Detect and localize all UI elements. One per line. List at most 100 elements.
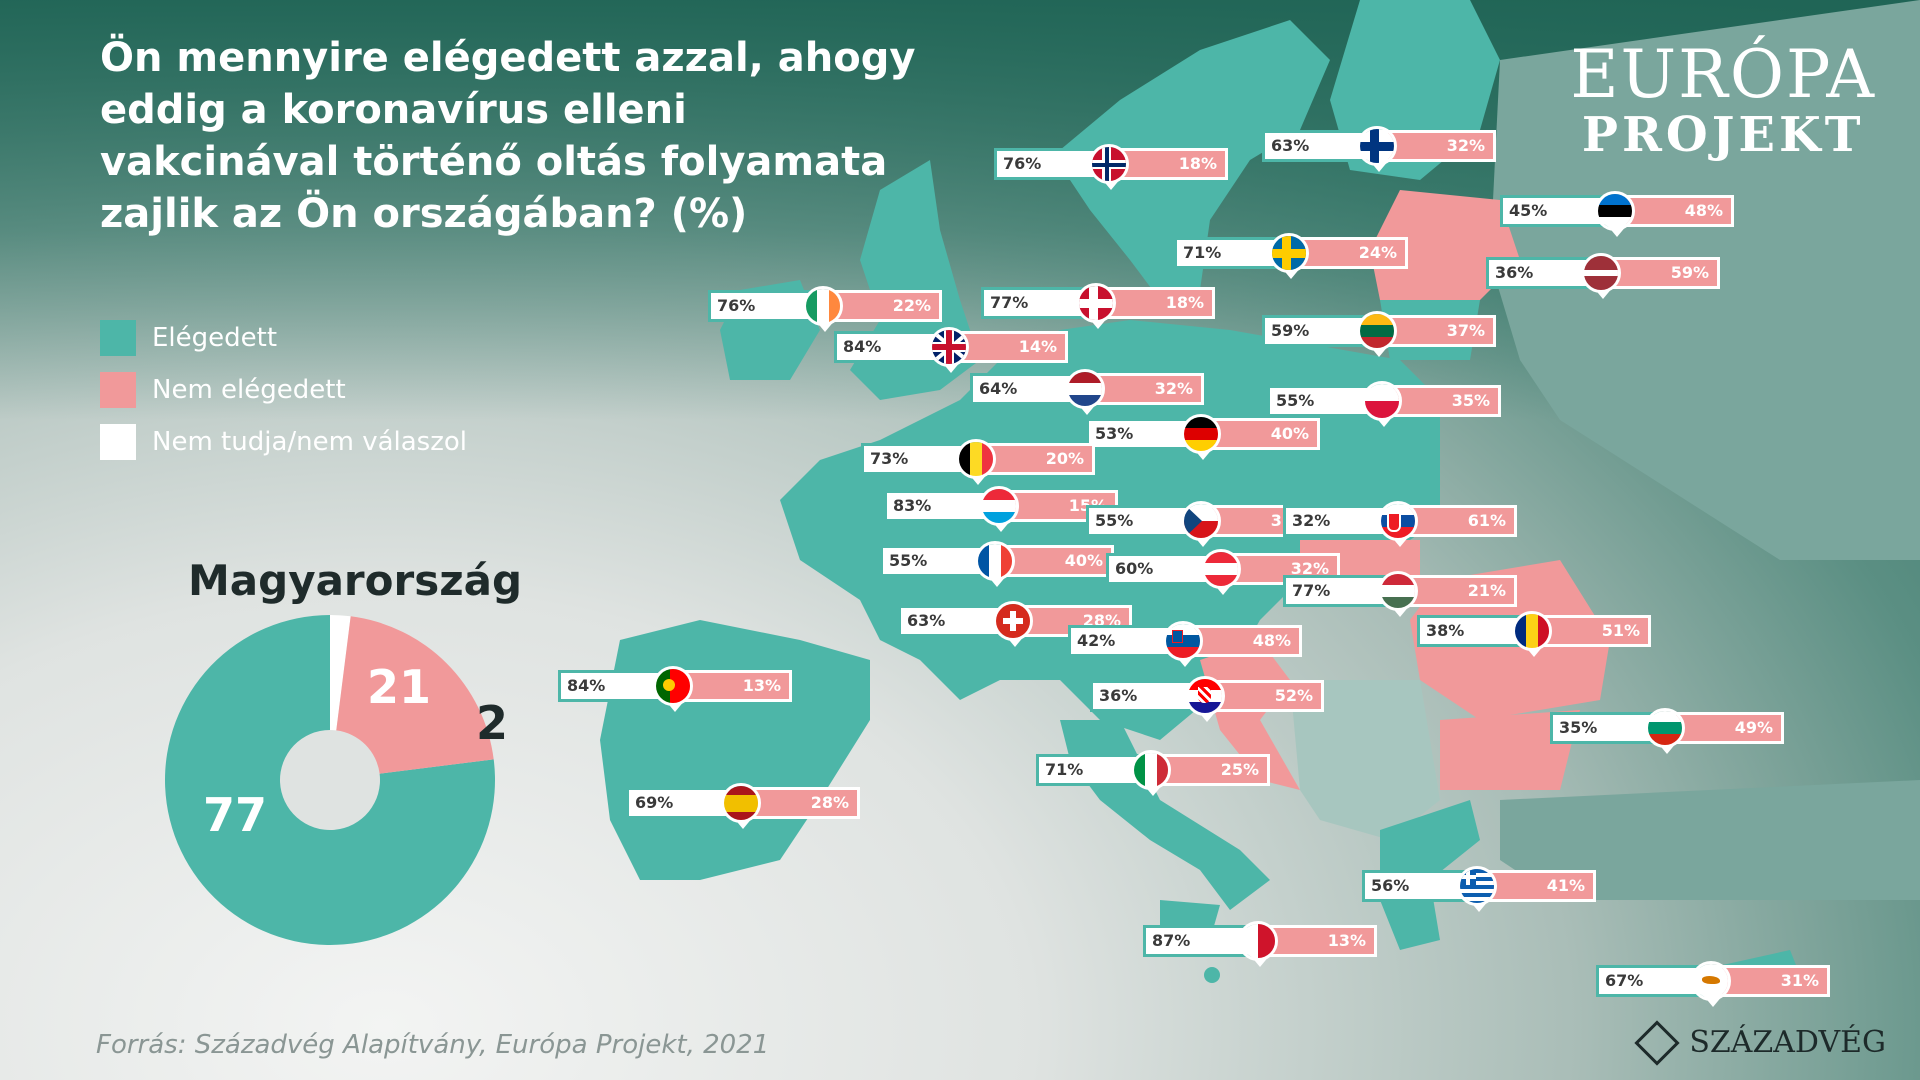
europa-projekt-logo: EURÓPA PROJEKT xyxy=(1570,36,1876,163)
not-satisfied-value: 14% xyxy=(952,331,1068,363)
country-badge-sweden: 71% 24% xyxy=(1174,233,1408,279)
finland-flag-icon xyxy=(1357,126,1397,166)
croatia-flag-icon xyxy=(1185,676,1225,716)
not-satisfied-value: 28% xyxy=(744,787,860,819)
bulgaria-flag-icon xyxy=(1645,708,1685,748)
country-badge-finland: 63% 32% xyxy=(1262,126,1496,172)
country-badge-netherlands: 64% 32% xyxy=(970,369,1204,415)
not-satisfied-value: 49% xyxy=(1668,712,1784,744)
uk-flag-icon xyxy=(929,327,969,367)
country-badge-france: 55% 40% xyxy=(880,541,1114,587)
legend-item-dont-know: Nem tudja/nem válaszol xyxy=(100,416,467,468)
italy-flag-icon xyxy=(1131,750,1171,790)
not-satisfied-value: 40% xyxy=(1204,418,1320,450)
not-satisfied-value: 22% xyxy=(826,290,942,322)
country-badge-latvia: 36% 59% xyxy=(1486,253,1720,299)
donut-slice-dont-know xyxy=(330,615,351,731)
not-satisfied-value: 40% xyxy=(998,545,1114,577)
hungary-flag-icon xyxy=(1378,571,1418,611)
portugal-flag-icon xyxy=(653,666,693,706)
not-satisfied-value: 24% xyxy=(1292,237,1408,269)
france-flag-icon xyxy=(975,541,1015,581)
cyprus-flag-icon xyxy=(1691,961,1731,1001)
hungary-title: Magyarország xyxy=(188,556,523,605)
hungary-label-satisfied: 77 xyxy=(203,788,268,842)
switzerland-flag-icon xyxy=(993,601,1033,641)
legend-item-not-satisfied: Nem elégedett xyxy=(100,364,467,416)
turkey-land xyxy=(1500,780,1920,900)
poland-flag-icon xyxy=(1362,381,1402,421)
country-badge-bulgaria: 35% 49% xyxy=(1550,708,1784,754)
country-badge-lithuania: 59% 37% xyxy=(1262,311,1496,357)
szazadveg-logo: SZÁZADVÉG xyxy=(1634,1019,1886,1066)
country-badge-norway: 76% 18% xyxy=(994,144,1228,190)
donut-slice-satisfied xyxy=(165,615,495,945)
austria-flag-icon xyxy=(1201,549,1241,589)
donut-hole xyxy=(280,730,380,830)
not-satisfied-value: 41% xyxy=(1480,870,1596,902)
ireland-flag-icon xyxy=(803,286,843,326)
logo-top-text: EURÓPA xyxy=(1570,36,1876,113)
country-badge-romania: 38% 51% xyxy=(1417,611,1651,657)
not-satisfied-value: 48% xyxy=(1186,625,1302,657)
luxembourg-flag-icon xyxy=(979,486,1019,526)
not-satisfied-value: 18% xyxy=(1099,287,1215,319)
country-badge-cyprus: 67% 31% xyxy=(1596,961,1830,1007)
logo-bottom-text: PROJEKT xyxy=(1581,107,1865,163)
balkans-land xyxy=(1290,680,1440,840)
not-satisfied-value: 21% xyxy=(1401,575,1517,607)
hungary-label-not-satisfied: 21 xyxy=(367,660,432,714)
hungary-label-dont-know: 2 xyxy=(476,696,509,750)
belgium-flag-icon xyxy=(956,439,996,479)
country-badge-luxembourg: 83%15% xyxy=(884,486,1118,532)
country-badge-slovakia: 32% 61% xyxy=(1283,501,1517,547)
not-satisfied-value: 18% xyxy=(1112,148,1228,180)
not-satisfied-value: 61% xyxy=(1401,505,1517,537)
source-note: Forrás: Századvég Alapítvány, Európa Pro… xyxy=(96,1030,770,1060)
not-satisfied-value: 32% xyxy=(1088,373,1204,405)
not-satisfied-value: 52% xyxy=(1208,680,1324,712)
hungary-donut-chart xyxy=(165,615,495,945)
legend-swatch-not-satisfied xyxy=(100,372,136,408)
country-badge-uk: 84% 14% xyxy=(834,327,1068,373)
not-satisfied-value: 13% xyxy=(676,670,792,702)
country-badge-austria: 60% 32% xyxy=(1106,549,1340,595)
sweden-flag-icon xyxy=(1269,233,1309,273)
country-badge-greece: 56% 41% xyxy=(1362,866,1596,912)
donut-slice-not-satisfied xyxy=(336,616,494,774)
latvia-flag-icon xyxy=(1581,253,1621,293)
legend-item-satisfied: Elégedett xyxy=(100,312,467,364)
norway-flag-icon xyxy=(1089,144,1129,184)
legend: Elégedett Nem elégedett Nem tudja/nem vá… xyxy=(100,312,467,468)
not-satisfied-value: 48% xyxy=(1618,195,1734,227)
country-badge-croatia: 36% 52% xyxy=(1090,676,1324,722)
spain-flag-icon xyxy=(721,783,761,823)
not-satisfied-value: 20% xyxy=(979,443,1095,475)
legend-label-not-satisfied: Nem elégedett xyxy=(152,375,346,405)
croatia-shape xyxy=(1200,640,1300,790)
not-satisfied-value: 31% xyxy=(1714,965,1830,997)
greece-flag-icon xyxy=(1457,866,1497,906)
not-satisfied-value: 32% xyxy=(1380,130,1496,162)
country-badge-denmark: 77% 18% xyxy=(981,283,1215,329)
country-badge-belgium: 73% 20% xyxy=(861,439,1095,485)
denmark-flag-icon xyxy=(1076,283,1116,323)
netherlands-flag-icon xyxy=(1065,369,1105,409)
slovakia-flag-icon xyxy=(1378,501,1418,541)
germany-flag-icon xyxy=(1181,414,1221,454)
not-satisfied-value: 37% xyxy=(1380,315,1496,347)
satisfied-value: 64% xyxy=(970,373,1088,405)
page-title: Ön mennyire elégedett azzal, ahogy eddig… xyxy=(100,35,916,237)
country-badge-malta: 87% 13% xyxy=(1143,921,1377,967)
legend-label-satisfied: Elégedett xyxy=(152,323,278,353)
country-badge-slovenia: 42% 48% xyxy=(1068,621,1302,667)
legend-label-dont-know: Nem tudja/nem válaszol xyxy=(152,427,467,457)
brand-name: SZÁZADVÉG xyxy=(1689,1025,1886,1060)
country-badge-hungary: 77% 21% xyxy=(1283,571,1517,617)
not-satisfied-value: 13% xyxy=(1261,925,1377,957)
malta-shape xyxy=(1204,967,1220,983)
lithuania-flag-icon xyxy=(1357,311,1397,351)
malta-flag-icon xyxy=(1238,921,1278,961)
iberia-shape xyxy=(600,620,870,880)
legend-swatch-satisfied xyxy=(100,320,136,356)
